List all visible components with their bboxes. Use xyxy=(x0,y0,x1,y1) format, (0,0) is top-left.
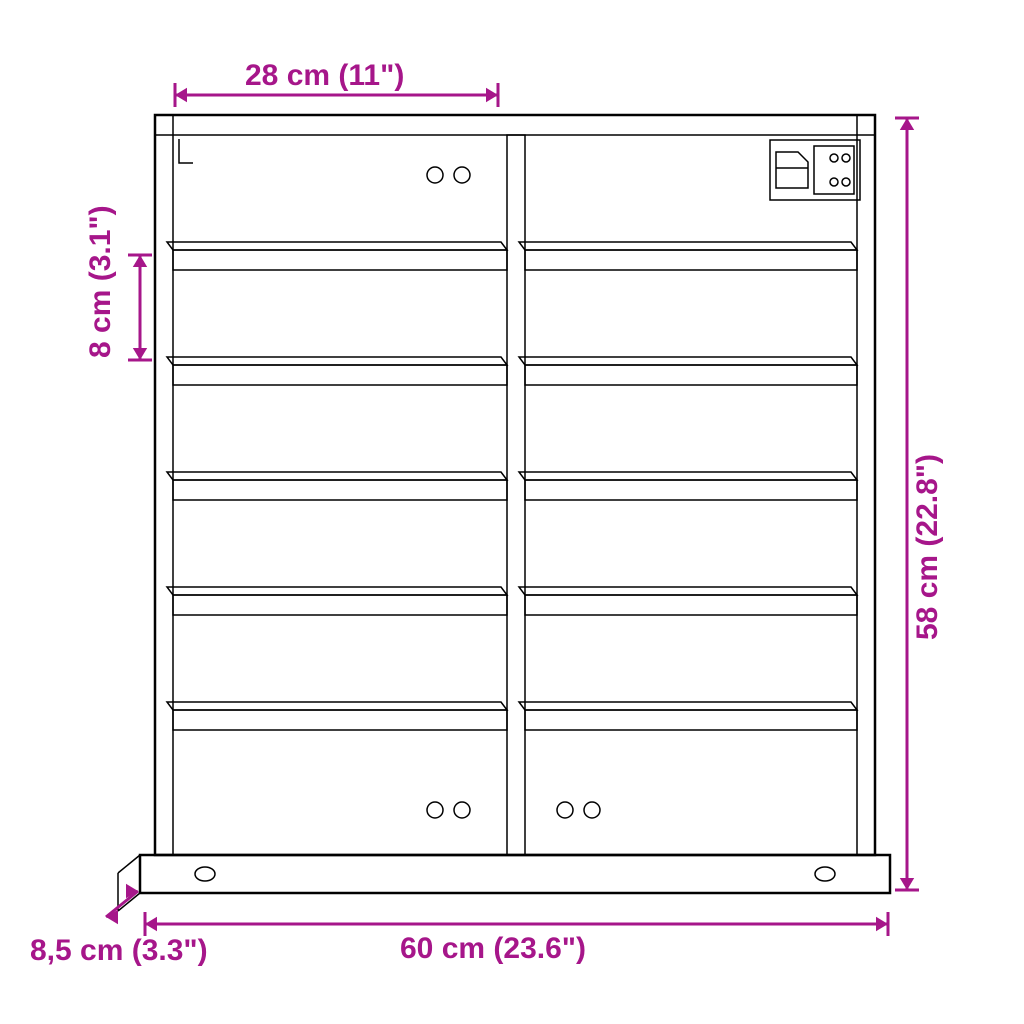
mounting-hardware xyxy=(770,140,860,200)
cabinet-drawing xyxy=(118,115,890,911)
dim-label-inner-width: 28 cm (11") xyxy=(245,59,404,92)
dim-label-depth: 8,5 cm (3.3") xyxy=(30,934,208,967)
dim-label-total-width: 60 cm (23.6") xyxy=(400,932,586,965)
dim-label-shelf-height: 8 cm (3.1") xyxy=(84,205,117,358)
dim-label-total-height: 58 cm (22.8") xyxy=(911,454,944,640)
